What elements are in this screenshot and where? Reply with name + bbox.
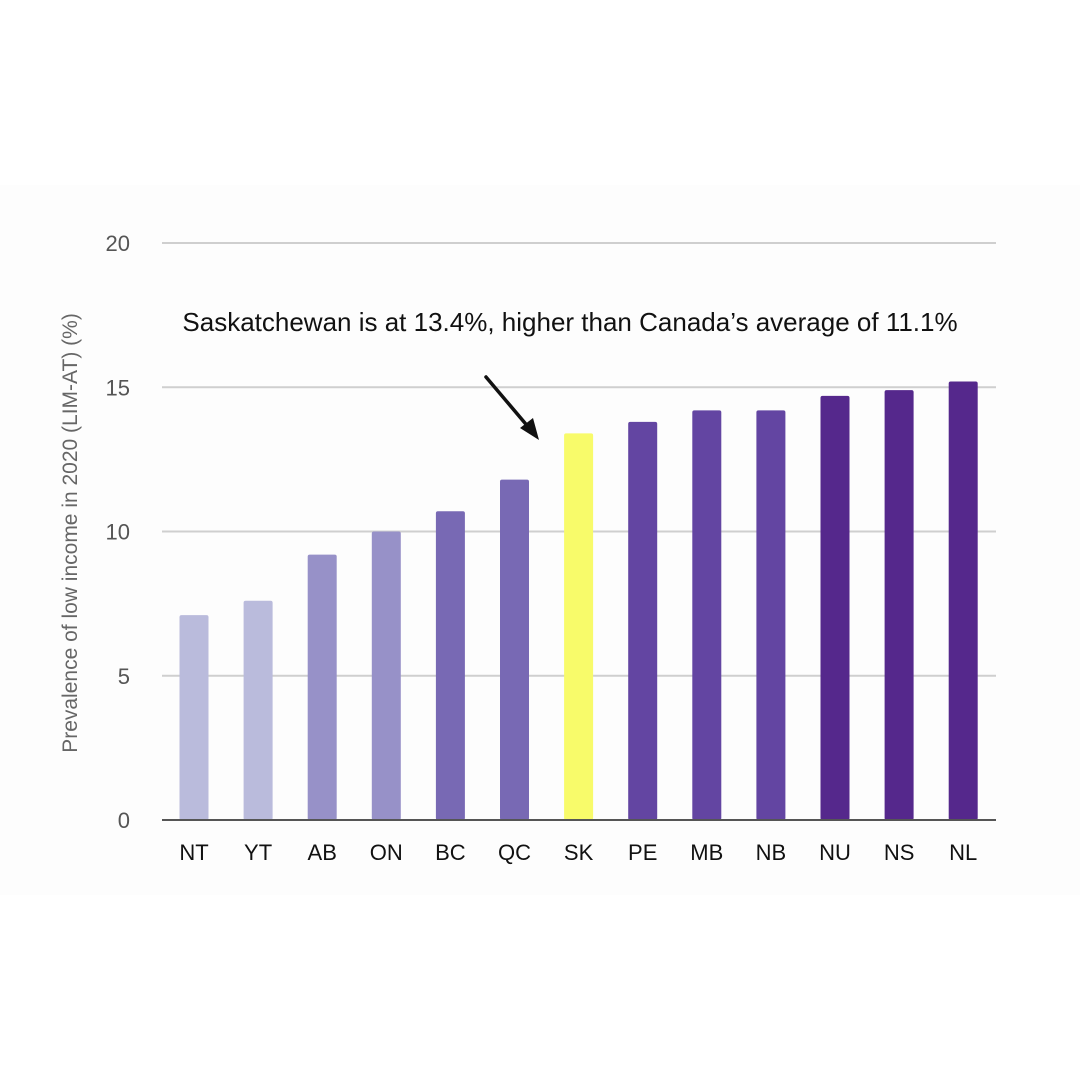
bar-sk [564,433,594,820]
y-tick-label: 0 [118,808,130,833]
annotation-arrow [484,375,539,440]
x-tick-label: SK [564,840,594,865]
bar-yt [243,600,273,820]
bar-nt [179,615,209,820]
y-tick-label: 20 [106,231,130,256]
x-tick-label: YT [244,840,272,865]
bar-qc [500,479,529,820]
bar-ab [307,554,337,820]
x-tick-label: PE [628,840,657,865]
bar-on [371,531,401,820]
y-tick-label: 10 [106,520,130,545]
bar-nb [756,410,786,820]
annotation-text: Saskatchewan is at 13.4%, higher than Ca… [182,307,957,337]
x-tick-label: QC [498,840,531,865]
chart-panel: 0 5 10 15 20 NT YT AB ON BC QC SK PE MB NB NU NS NL Prev… [0,185,1080,895]
bar-bc [435,511,465,820]
bar-nu [820,395,850,820]
bar-chart: 0 5 10 15 20 NT YT AB ON BC QC SK PE MB NB NU NS NL Prev… [59,231,996,865]
x-tick-label: ON [370,840,403,865]
y-axis-ticks: 0 5 10 15 20 [106,231,130,833]
x-tick-label: BC [435,840,466,865]
x-tick-label: NS [884,840,915,865]
x-tick-label: NU [819,840,851,865]
x-tick-label: AB [308,840,337,865]
x-tick-label: NL [949,840,977,865]
x-axis-categories: NT YT AB ON BC QC SK PE MB NB NU NS NL [179,840,977,865]
bar-mb [692,410,722,820]
y-tick-label: 5 [118,664,130,689]
bars [179,381,978,820]
bar-nl [948,381,978,820]
bar-ns [884,390,914,820]
x-tick-label: NT [179,840,208,865]
bar-pe [628,421,658,820]
y-tick-label: 15 [106,375,130,400]
x-tick-label: MB [690,840,723,865]
x-tick-label: NB [756,840,787,865]
y-axis-label: Prevalence of low income in 2020 (LIM-AT… [59,313,82,753]
